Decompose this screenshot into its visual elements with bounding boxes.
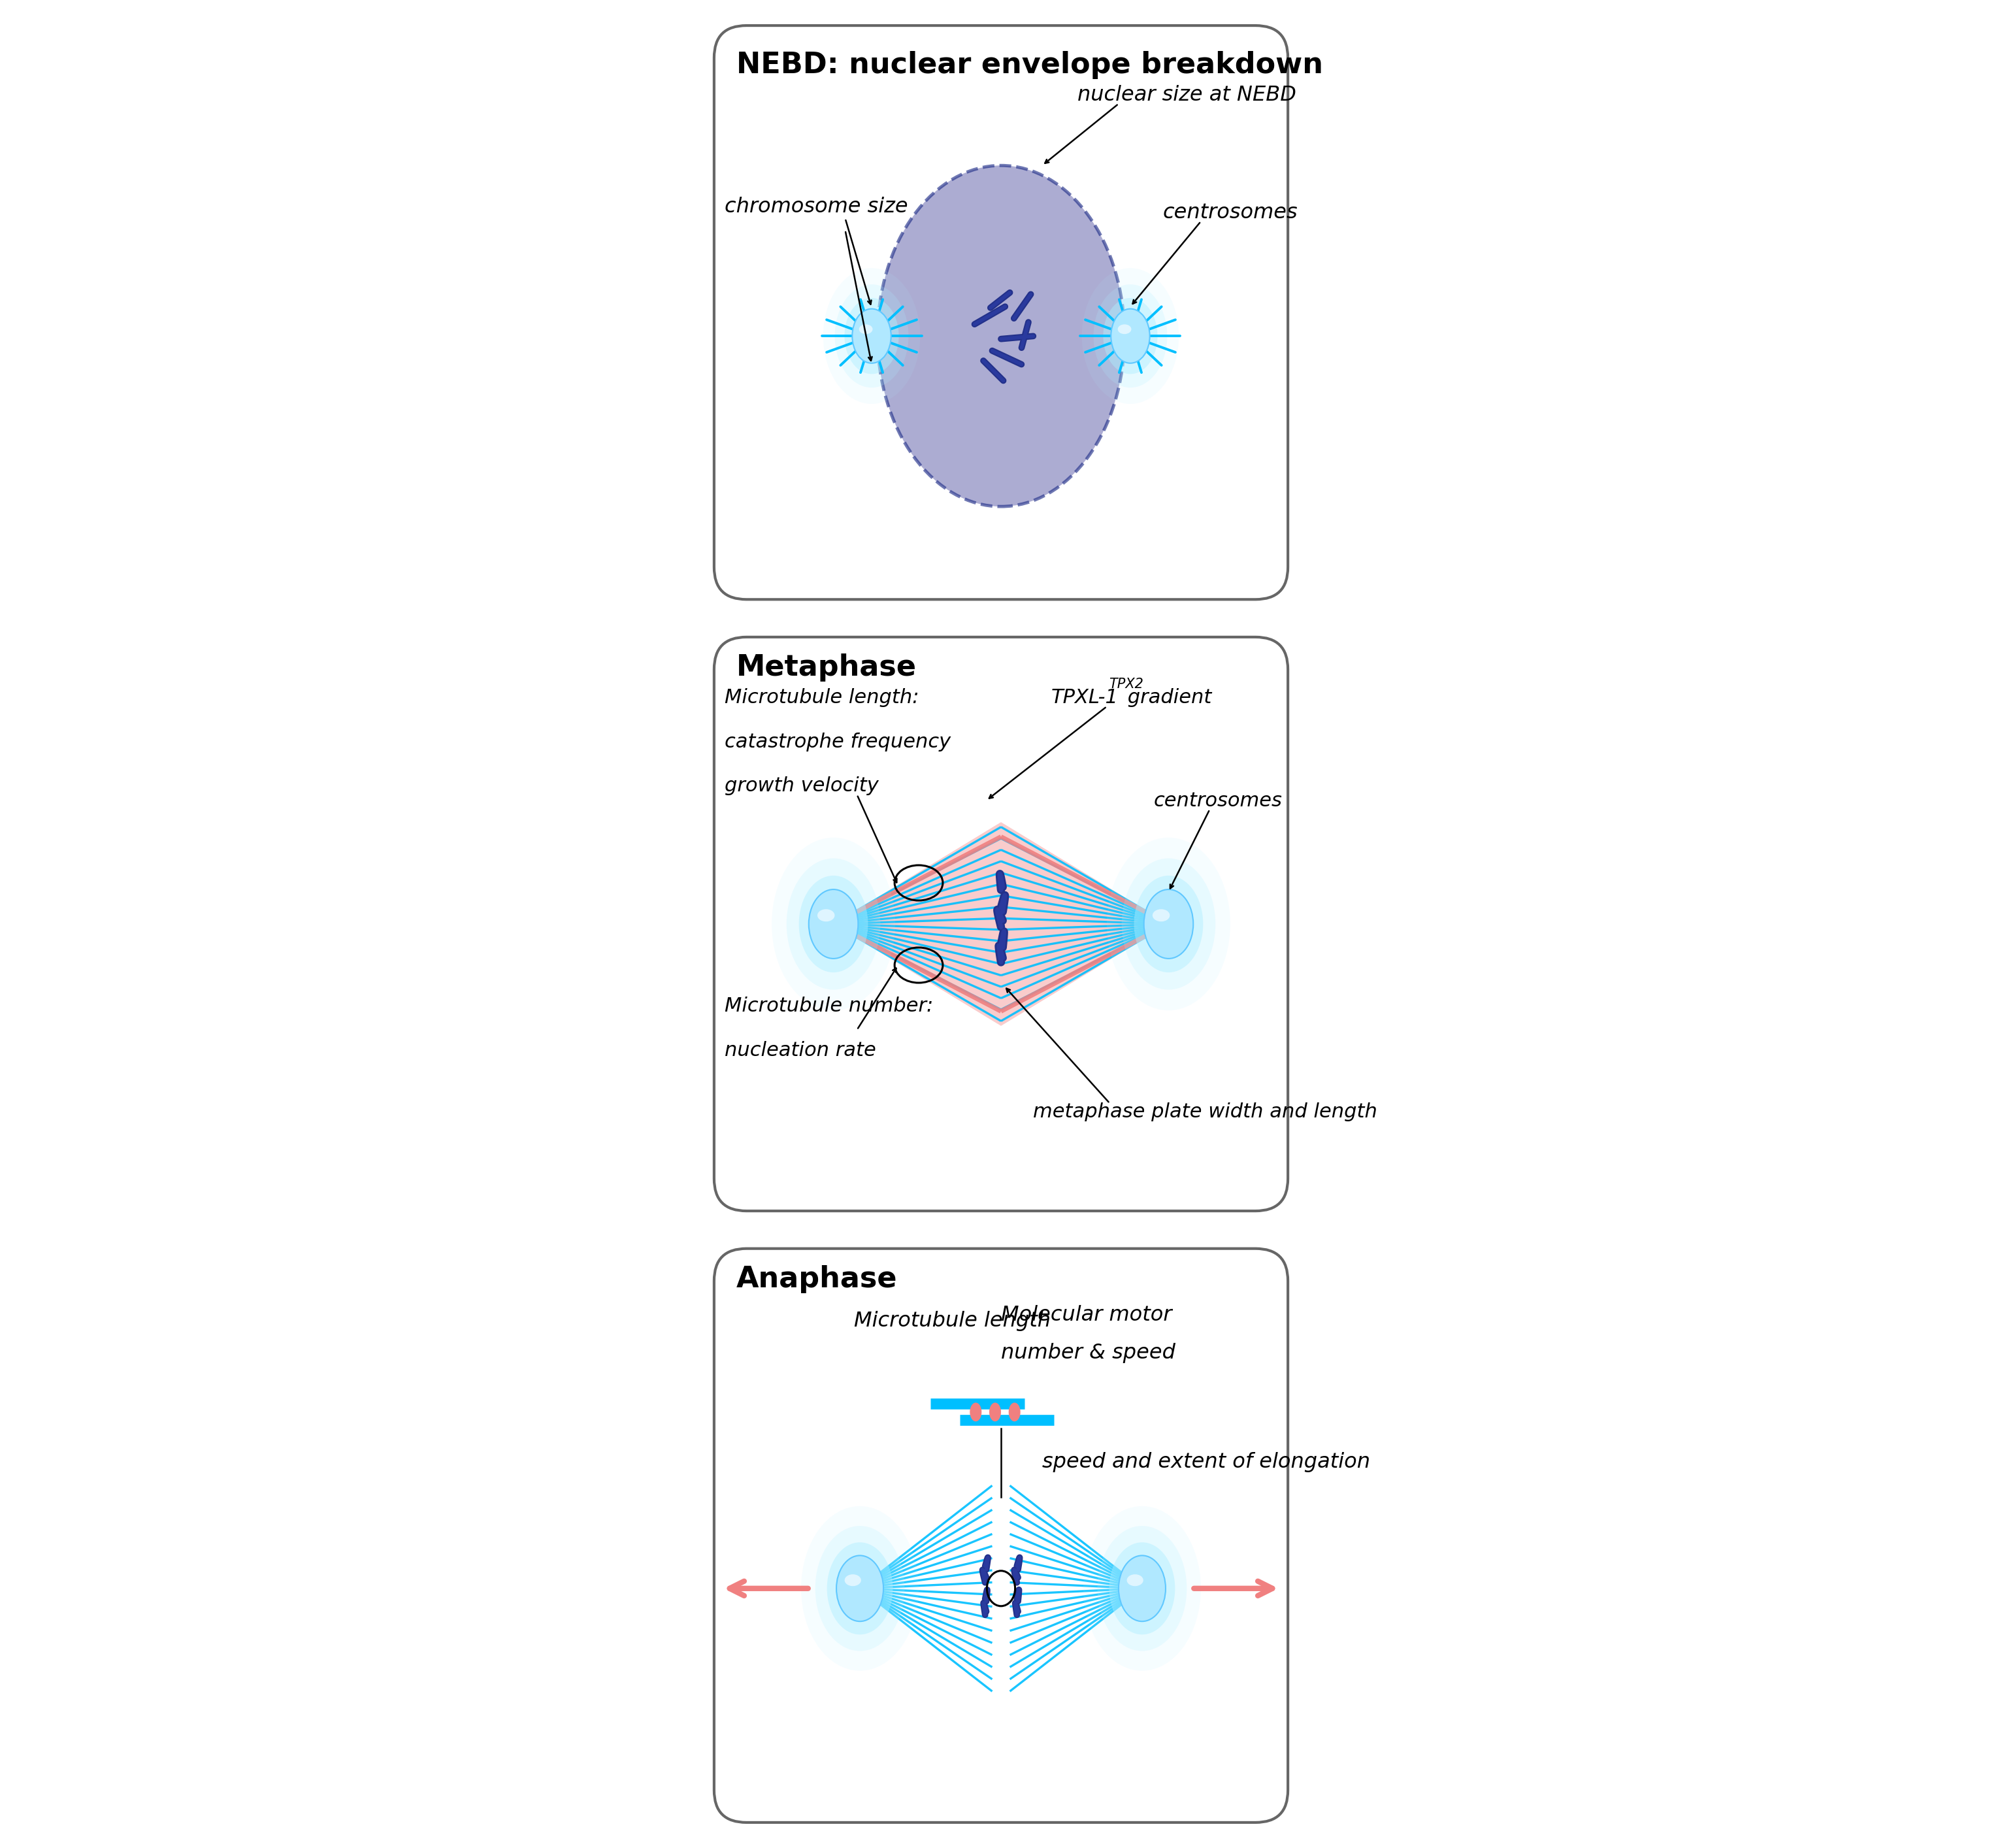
Ellipse shape (969, 1403, 981, 1421)
Text: metaphase plate width and length: metaphase plate width and length (1033, 1103, 1377, 1122)
FancyBboxPatch shape (715, 26, 1287, 599)
Ellipse shape (989, 1403, 1001, 1421)
Ellipse shape (845, 298, 899, 373)
Ellipse shape (771, 837, 895, 1011)
Ellipse shape (827, 1543, 893, 1634)
Text: speed and extent of elongation: speed and extent of elongation (1043, 1453, 1369, 1473)
Ellipse shape (815, 1526, 905, 1650)
Ellipse shape (809, 889, 859, 959)
Text: Microtubule number:: Microtubule number: (725, 996, 933, 1016)
FancyBboxPatch shape (715, 638, 1287, 1210)
Ellipse shape (1117, 325, 1131, 334)
Ellipse shape (1083, 1506, 1201, 1671)
Text: Microtubule length: Microtubule length (855, 1310, 1051, 1331)
Ellipse shape (801, 1506, 919, 1671)
Ellipse shape (809, 889, 859, 959)
Ellipse shape (1111, 309, 1149, 364)
Ellipse shape (1081, 268, 1179, 405)
Text: Molecular motor: Molecular motor (1001, 1305, 1171, 1325)
Ellipse shape (1097, 1526, 1187, 1650)
Ellipse shape (859, 325, 873, 334)
Text: nuclear size at NEBD: nuclear size at NEBD (1077, 85, 1295, 105)
Ellipse shape (1153, 909, 1169, 922)
Ellipse shape (877, 166, 1125, 506)
Ellipse shape (1009, 1403, 1021, 1421)
FancyBboxPatch shape (715, 1249, 1287, 1822)
Ellipse shape (835, 285, 909, 388)
Text: chromosome size: chromosome size (725, 196, 909, 216)
Text: Microtubule length:: Microtubule length: (725, 687, 919, 708)
Ellipse shape (1121, 857, 1215, 991)
Text: TPX2: TPX2 (1109, 678, 1143, 691)
Ellipse shape (1127, 1574, 1143, 1586)
Ellipse shape (837, 1556, 883, 1621)
Ellipse shape (799, 876, 869, 972)
Ellipse shape (1103, 298, 1157, 373)
Text: NEBD: nuclear envelope breakdown: NEBD: nuclear envelope breakdown (737, 52, 1323, 79)
Text: growth velocity: growth velocity (725, 776, 879, 795)
Text: nucleation rate: nucleation rate (725, 1040, 877, 1061)
Ellipse shape (787, 857, 881, 991)
Text: centrosomes: centrosomes (1163, 203, 1297, 222)
Ellipse shape (1143, 889, 1193, 959)
Text: number & speed: number & speed (1001, 1343, 1175, 1364)
Ellipse shape (1107, 837, 1231, 1011)
Ellipse shape (1119, 1556, 1165, 1621)
Ellipse shape (853, 309, 891, 364)
Ellipse shape (1143, 889, 1193, 959)
Text: gradient: gradient (1121, 687, 1211, 708)
Text: Metaphase: Metaphase (737, 654, 917, 682)
Text: Anaphase: Anaphase (737, 1266, 897, 1294)
Ellipse shape (845, 1574, 861, 1586)
Ellipse shape (1111, 309, 1149, 364)
Ellipse shape (853, 309, 891, 364)
Ellipse shape (837, 1556, 883, 1621)
Ellipse shape (1109, 1543, 1175, 1634)
Polygon shape (833, 822, 1169, 1026)
Text: catastrophe frequency: catastrophe frequency (725, 732, 951, 750)
Text: centrosomes: centrosomes (1153, 791, 1283, 809)
Ellipse shape (1119, 1556, 1165, 1621)
Ellipse shape (823, 268, 921, 405)
Ellipse shape (817, 909, 835, 922)
Ellipse shape (1133, 876, 1203, 972)
Text: TPXL-1: TPXL-1 (1051, 687, 1119, 708)
Ellipse shape (1093, 285, 1167, 388)
